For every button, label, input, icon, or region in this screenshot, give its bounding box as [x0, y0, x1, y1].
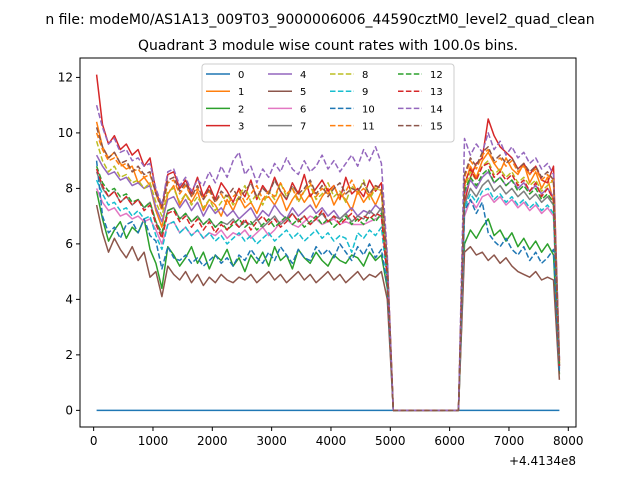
x-tick-label: 3000 — [256, 434, 287, 448]
y-axis: 0 2 4 6 8 10 12 — [58, 70, 80, 417]
x-tick-label: 5000 — [375, 434, 406, 448]
legend-label-13: 13 — [430, 87, 443, 98]
y-tick-label: 2 — [65, 348, 73, 362]
y-tick-label: 0 — [65, 403, 73, 417]
series-line-10 — [95, 160, 561, 412]
legend-label-14: 14 — [430, 104, 443, 115]
series-line-11 — [95, 132, 561, 412]
legend-label-7: 7 — [300, 122, 306, 133]
series-line-2 — [95, 191, 561, 412]
legend-label-2: 2 — [238, 104, 244, 115]
x-tick-label: 7000 — [494, 434, 525, 448]
legend-label-11: 11 — [362, 122, 375, 133]
plot-lines — [95, 74, 561, 412]
x-tick-label: 0 — [90, 434, 98, 448]
y-tick-label: 12 — [58, 70, 73, 84]
legend-label-8: 8 — [362, 70, 368, 81]
series-line-4 — [95, 154, 561, 412]
legend-label-9: 9 — [362, 87, 368, 98]
legend-label-15: 15 — [430, 122, 443, 133]
series-line-15 — [95, 127, 561, 412]
series-line-13 — [95, 162, 561, 412]
legend-label-12: 12 — [430, 70, 443, 81]
legend-label-0: 0 — [238, 70, 244, 81]
series-line-3 — [95, 74, 561, 412]
y-tick-label: 8 — [65, 181, 73, 195]
legend-label-1: 1 — [238, 87, 244, 98]
x-offset-label: +4.4134e8 — [509, 454, 576, 468]
x-tick-label: 8000 — [553, 434, 584, 448]
x-axis: 0 1000 2000 3000 4000 5000 6000 7000 8000 — [90, 427, 584, 448]
legend-label-6: 6 — [300, 104, 306, 115]
series-line-1 — [95, 121, 561, 412]
legend-label-10: 10 — [362, 104, 375, 115]
legend-frame — [201, 63, 455, 143]
x-tick-label: 1000 — [138, 434, 169, 448]
legend-label-5: 5 — [300, 87, 306, 98]
series-line-5 — [95, 204, 561, 412]
y-tick-label: 4 — [65, 292, 73, 306]
figure-suptitle: n file: modeM0/AS1A13_009T03_9000006006_… — [45, 12, 594, 28]
series-line-9 — [95, 179, 561, 412]
legend-label-3: 3 — [238, 122, 244, 133]
x-tick-label: 4000 — [316, 434, 347, 448]
x-tick-label: 2000 — [197, 434, 228, 448]
series-line-8 — [95, 140, 561, 412]
plot-frame — [79, 57, 577, 428]
y-tick-label: 10 — [58, 126, 73, 140]
chart-title: Quadrant 3 module wise count rates with … — [138, 38, 518, 54]
y-tick-label: 6 — [65, 237, 73, 251]
x-tick-label: 6000 — [434, 434, 465, 448]
legend-label-4: 4 — [300, 70, 306, 81]
